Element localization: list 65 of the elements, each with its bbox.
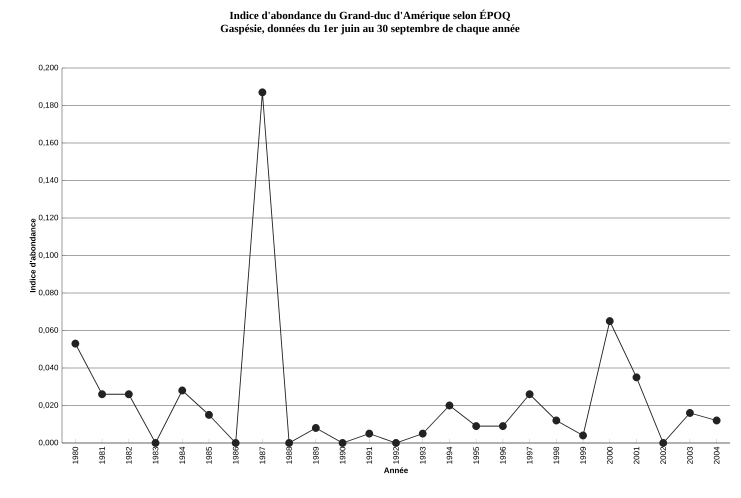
point [526, 390, 534, 398]
x-tick-label: 2000 [606, 446, 613, 464]
y-tick-label: 0,080 [38, 290, 58, 296]
point [552, 416, 560, 424]
point [152, 439, 160, 447]
x-tick-label: 1998 [553, 446, 560, 464]
point [178, 386, 186, 394]
x-tick-label: 2004 [714, 446, 720, 464]
point [205, 410, 213, 419]
x-tick-label: 1992 [393, 446, 399, 464]
point [659, 439, 668, 447]
x-tick-label: 1997 [526, 446, 532, 464]
point [312, 424, 320, 432]
x-tick-label: 1986 [232, 446, 239, 464]
point [498, 422, 507, 430]
point [285, 439, 294, 447]
x-tick-label: 1981 [99, 446, 105, 464]
y-tick-label: 0,020 [38, 402, 58, 409]
y-tick-label: 0,060 [38, 327, 58, 334]
point [365, 430, 374, 438]
x-tick-label: 1993 [420, 446, 426, 464]
point [392, 439, 400, 447]
x-tick-label: 1999 [580, 446, 586, 464]
y-tick-label: 0,160 [38, 140, 58, 146]
x-tick-label: 1994 [446, 446, 452, 464]
chart-subtitle: Gaspésie, données du 1er juin au 30 septembre de chaque année [220, 24, 520, 34]
point [606, 317, 614, 326]
x-tick-label: 1984 [179, 446, 186, 464]
point [418, 430, 427, 438]
point [71, 340, 80, 348]
x-tick-label: 1989 [313, 446, 319, 464]
x-tick-label: 1990 [340, 446, 346, 464]
y-tick-label: 0,040 [38, 364, 58, 372]
x-tick-label: 1985 [206, 446, 212, 464]
y-axis-title: Indice d'abondance [30, 218, 36, 292]
x-tick-label: 1980 [72, 446, 78, 464]
y-tick-label: 0,180 [38, 102, 58, 109]
x-tick-label: 1996 [500, 446, 506, 464]
x-tick-label: 1987 [260, 446, 266, 464]
point [98, 390, 106, 398]
y-tick-label: 0,120 [38, 214, 58, 222]
x-tick-label: 1991 [366, 446, 372, 464]
point [445, 402, 454, 410]
y-tick-label: 0,100 [38, 252, 58, 259]
y-tick-label: 0,000 [38, 440, 58, 446]
y-tick-label: 0,140 [38, 177, 58, 184]
x-tick-label: 1982 [126, 446, 132, 464]
chart-title: Indice d'abondance du Grand-duc d'Amérique selon ÉPOQ [230, 10, 510, 22]
x-tick-label: 1988 [286, 446, 292, 464]
x-tick-label: 2001 [634, 446, 640, 464]
point [124, 390, 133, 398]
x-tick-label: 1983 [152, 446, 158, 464]
point [712, 416, 721, 424]
point [579, 432, 587, 440]
point [338, 439, 347, 447]
point [258, 88, 266, 96]
point [472, 422, 480, 430]
point [232, 439, 240, 447]
point [686, 409, 694, 417]
x-tick-label: 2003 [687, 446, 693, 464]
x-tick-label: 1995 [473, 446, 479, 464]
point [632, 373, 640, 382]
y-tick-label: 0,200 [38, 64, 58, 72]
x-tick-label: 2002 [660, 446, 666, 464]
x-axis-title: Année [384, 467, 408, 474]
